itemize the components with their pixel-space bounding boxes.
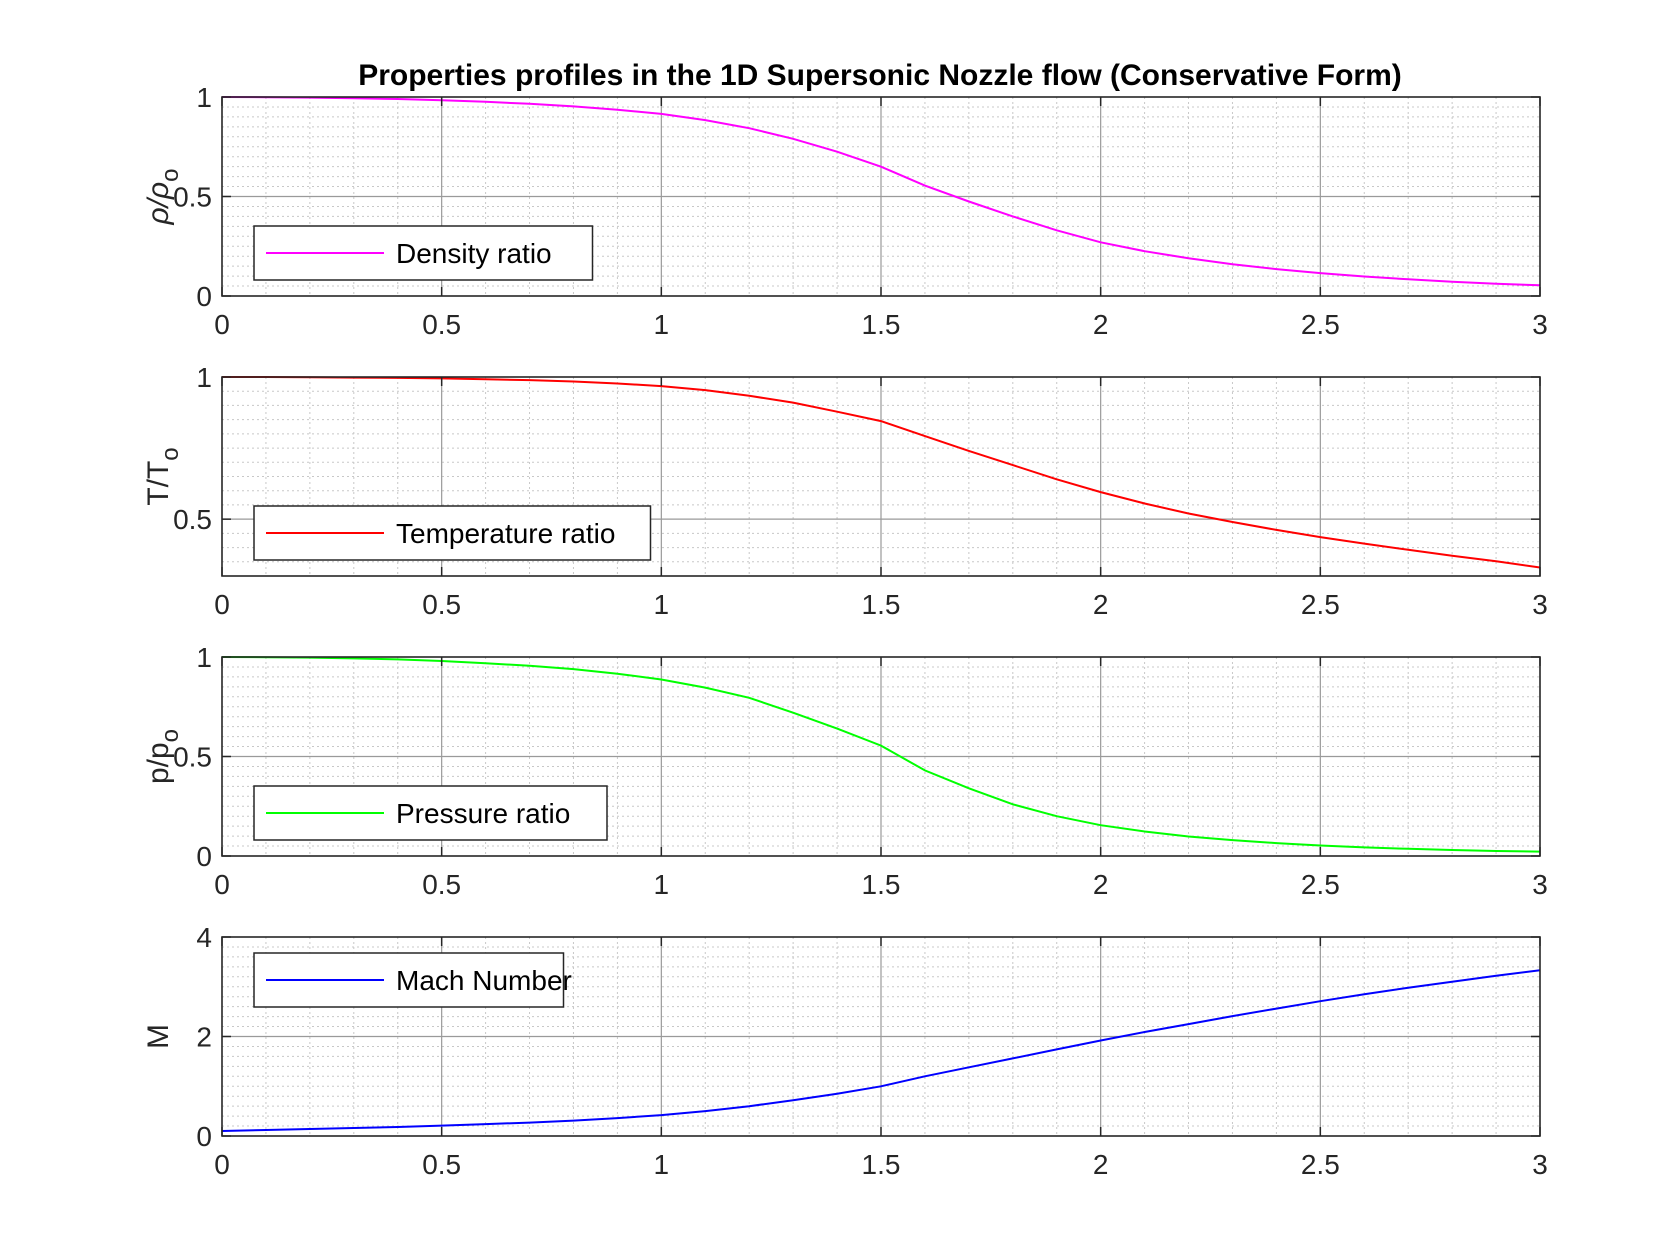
x-tick-label: 1 <box>654 869 670 900</box>
subplot-3: 0 0.5 1 1.5 2 2.5 3 0 0.5 1 p/po Pressure ratio <box>142 642 1548 900</box>
x-tick-label: 0.5 <box>422 589 461 620</box>
y-axis-label: M <box>142 1024 175 1049</box>
x-tick-label: 0 <box>214 589 230 620</box>
legend-label: Temperature ratio <box>396 518 615 549</box>
subplot-2: 0 0.5 1 1.5 2 2.5 3 0.5 1 T/To Temperature ratio <box>142 362 1548 620</box>
y-tick-label: 0.5 <box>173 504 212 535</box>
y-tick-label: 4 <box>196 922 212 953</box>
x-tick-label: 1.5 <box>862 1149 901 1180</box>
y-tick-label: 1 <box>196 82 212 113</box>
x-tick-label: 2 <box>1093 589 1109 620</box>
x-tick-label: 3 <box>1532 1149 1548 1180</box>
y-axis-label: ρ/ρo <box>142 168 184 225</box>
x-tick-label: 1 <box>654 589 670 620</box>
x-tick-label: 0 <box>214 309 230 340</box>
y-tick-label: 2 <box>196 1022 212 1053</box>
x-tick-label: 2.5 <box>1301 309 1340 340</box>
x-tick-label: 2 <box>1093 309 1109 340</box>
x-tick-label: 2.5 <box>1301 869 1340 900</box>
y-tick-label: 0 <box>196 281 212 312</box>
legend: Temperature ratio <box>253 505 652 561</box>
legend: Density ratio <box>253 225 594 281</box>
x-tick-label: 0.5 <box>422 309 461 340</box>
x-tick-label: 1.5 <box>862 869 901 900</box>
legend: Mach Number <box>253 952 572 1008</box>
legend-box <box>253 952 565 1008</box>
x-tick-label: 1 <box>654 1149 670 1180</box>
legend: Pressure ratio <box>253 785 608 841</box>
x-tick-label: 2 <box>1093 869 1109 900</box>
x-tick-label: 2.5 <box>1301 589 1340 620</box>
x-tick-label: 3 <box>1532 309 1548 340</box>
y-tick-label: 1 <box>196 642 212 673</box>
x-tick-label: 0.5 <box>422 1149 461 1180</box>
x-tick-label: 3 <box>1532 589 1548 620</box>
y-tick-label: 1 <box>196 362 212 393</box>
y-tick-label: 0.5 <box>173 742 212 773</box>
legend-label: Density ratio <box>396 238 552 269</box>
chart-title: Properties profiles in the 1D Supersonic… <box>358 59 1402 92</box>
subplots: 0 0.5 1 1.5 2 2.5 3 0 0.5 1 ρ/ρo Density ratio 0 0.5 1… <box>142 82 1548 1180</box>
y-axis-label: T/To <box>142 447 184 505</box>
x-tick-label: 0 <box>214 869 230 900</box>
x-tick-label: 1.5 <box>862 589 901 620</box>
y-tick-label: 0.5 <box>173 182 212 213</box>
subplot-1: 0 0.5 1 1.5 2 2.5 3 0 0.5 1 ρ/ρo Density ratio <box>142 82 1548 340</box>
y-axis-label: p/po <box>142 729 184 784</box>
x-tick-label: 1 <box>654 309 670 340</box>
x-tick-label: 0 <box>214 1149 230 1180</box>
x-tick-label: 1.5 <box>862 309 901 340</box>
x-tick-label: 0.5 <box>422 869 461 900</box>
x-tick-label: 3 <box>1532 869 1548 900</box>
legend-label: Pressure ratio <box>396 798 570 829</box>
y-tick-label: 0 <box>196 841 212 872</box>
x-tick-label: 2 <box>1093 1149 1109 1180</box>
series-line-mach-number <box>221 969 1541 1132</box>
y-tick-label: 0 <box>196 1121 212 1152</box>
legend-label: Mach Number <box>396 965 572 996</box>
x-tick-label: 2.5 <box>1301 1149 1340 1180</box>
subplot-4: 0 0.5 1 1.5 2 2.5 3 0 2 4 M Mach Number <box>142 922 1548 1180</box>
